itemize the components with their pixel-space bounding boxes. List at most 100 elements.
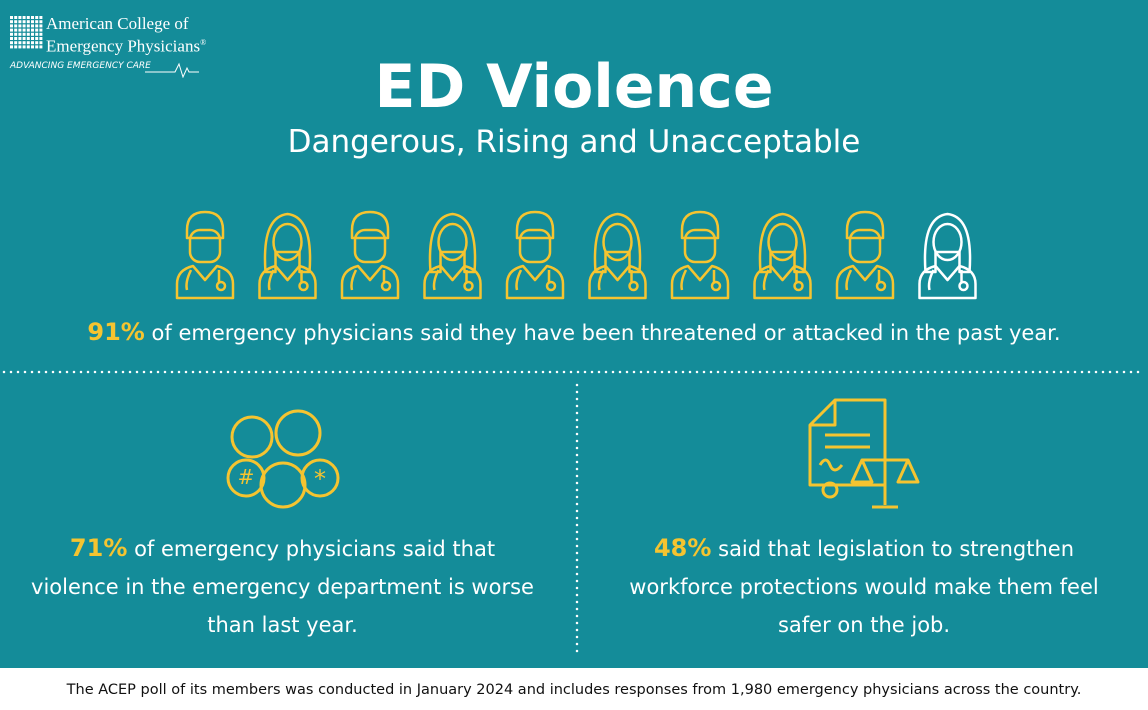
- logo-cell: [35, 16, 39, 19]
- svg-text:#: #: [238, 465, 255, 489]
- person-part: [680, 210, 720, 240]
- svg-text:*: *: [314, 465, 326, 493]
- stat-line: violence in the emergency department is …: [20, 568, 545, 606]
- person-icon: [588, 212, 647, 300]
- person-part: [428, 212, 477, 274]
- person-part: [758, 212, 807, 274]
- person-part: [848, 228, 882, 264]
- person-icon: [753, 212, 812, 300]
- logo-cell: [22, 28, 26, 32]
- title: ED Violence: [374, 52, 774, 122]
- person-part: [753, 264, 812, 300]
- person-icon: [423, 212, 482, 300]
- logo-cell: [31, 16, 34, 19]
- person-part: [710, 280, 722, 292]
- person-part: [845, 269, 881, 291]
- logo-cell: [39, 24, 43, 28]
- logo-cell: [14, 45, 18, 49]
- person-part: [437, 222, 468, 262]
- stat-line: than last year.: [20, 606, 545, 644]
- person-part: [505, 264, 565, 300]
- logo-cell: [10, 20, 13, 24]
- logo-cell: [14, 41, 18, 45]
- stat-text: than last year.: [207, 613, 358, 637]
- logo-cell: [14, 28, 18, 32]
- logo-cell: [31, 32, 34, 36]
- person-part: [267, 269, 303, 291]
- person-part: [845, 210, 885, 240]
- person-icon: [835, 210, 895, 300]
- logo-cell: [31, 37, 34, 40]
- person-icon: [505, 210, 565, 300]
- stat-text: of emergency physicians said they have b…: [151, 321, 1061, 345]
- logo-cell: [22, 41, 26, 45]
- logo-cell: [18, 32, 22, 36]
- icon-row: [175, 210, 977, 300]
- logo-cell: [10, 41, 13, 45]
- person-icon: [340, 210, 400, 300]
- stat-value: 48%: [653, 534, 712, 562]
- logo-cell: [18, 24, 22, 28]
- logo-cell: [31, 24, 34, 28]
- stat-text: said that legislation to strengthen: [718, 537, 1074, 561]
- logo-cell: [26, 24, 30, 28]
- logo-cell: [18, 28, 22, 32]
- person-part: [958, 280, 969, 292]
- logo-cell: [10, 45, 13, 49]
- stat-text: of emergency physicians said that: [134, 537, 496, 561]
- logo-cell: [39, 41, 43, 45]
- person-part: [423, 264, 482, 300]
- person-part: [258, 264, 317, 300]
- stat-2: 71% of emergency physicians said that vio…: [20, 529, 545, 644]
- stat-line: 71% of emergency physicians said that: [20, 529, 545, 568]
- logo-cell: [18, 16, 22, 19]
- person-part: [185, 269, 221, 291]
- person-part: [793, 280, 804, 292]
- logo-text: American College of Emergency Physicians…: [46, 14, 206, 56]
- person-part: [597, 269, 633, 291]
- stat-text: workforce protections would make them fe…: [629, 575, 1099, 599]
- logo-cell: [10, 32, 13, 36]
- person-part: [353, 228, 387, 264]
- person-part: [185, 210, 225, 240]
- person-part: [432, 269, 468, 291]
- logo-cell: [31, 41, 34, 45]
- stat-text: violence in the emergency department is …: [31, 575, 534, 599]
- logo-cell: [14, 16, 18, 19]
- logo-line: American College of: [46, 14, 189, 33]
- logo-cell: [18, 45, 22, 49]
- person-icon: [258, 212, 317, 300]
- stat-value: 71%: [69, 534, 128, 562]
- person-part: [350, 269, 386, 291]
- logo-cell: [26, 37, 30, 40]
- person-part: [340, 264, 400, 300]
- logo-cell: [31, 28, 34, 32]
- logo-cell: [26, 20, 30, 24]
- logo-cell: [26, 45, 30, 49]
- logo-cell: [26, 32, 30, 36]
- logo-cell: [39, 16, 43, 19]
- person-part: [680, 269, 716, 291]
- dividers: # *: [2, 370, 1146, 659]
- logo-cell: [22, 20, 26, 24]
- logo-cell: [18, 20, 22, 24]
- logo-tagline: ADVANCING EMERGENCY CARE: [10, 61, 151, 71]
- logo-cell: [14, 37, 18, 40]
- person-part: [602, 222, 633, 262]
- person-part: [215, 280, 227, 292]
- person-part: [875, 280, 887, 292]
- logo-cell: [14, 24, 18, 28]
- stat-value: 91%: [87, 318, 145, 346]
- logo-cell: [26, 41, 30, 45]
- logo-cell: [35, 41, 39, 45]
- logo-cell: [31, 45, 34, 49]
- logo-cell: [22, 32, 26, 36]
- logo-cell: [10, 24, 13, 28]
- stat-line: workforce protections would make them fe…: [600, 568, 1128, 606]
- logo-cell: [39, 20, 43, 24]
- person-part: [767, 222, 798, 262]
- person-part: [380, 280, 392, 292]
- person-part: [263, 212, 312, 274]
- person-part: [515, 269, 551, 291]
